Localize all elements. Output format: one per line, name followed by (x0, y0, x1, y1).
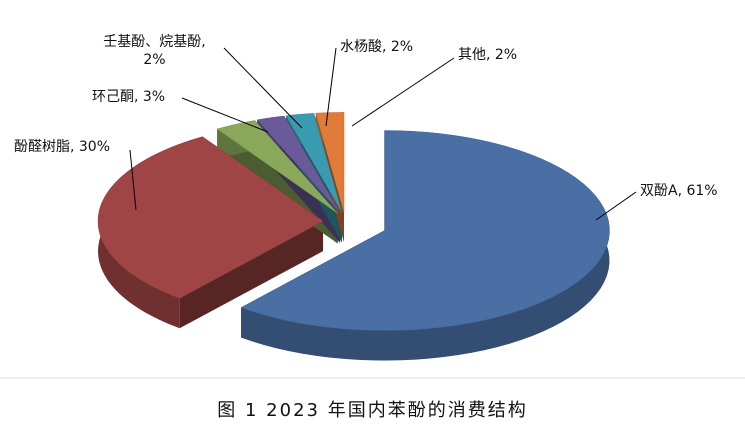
data-label: 水杨酸, 2% (340, 39, 414, 55)
chart-title: 图 1 2023 年国内苯酚的消费结构 (217, 400, 528, 421)
leader-line (223, 47, 303, 129)
data-label: 双酚A, 61% (640, 183, 718, 199)
leader-line (181, 97, 269, 133)
slice-side (241, 130, 610, 361)
data-label: 壬基酚、烷基酚, 2% (103, 34, 206, 68)
slice (240, 130, 610, 331)
data-label: 环己酮, 3% (92, 89, 166, 105)
slice (285, 113, 343, 213)
slice (97, 136, 324, 299)
slice (256, 115, 341, 214)
leader-line (325, 47, 337, 127)
data-label: 其他, 2% (458, 47, 518, 63)
slice (315, 112, 345, 213)
slice (216, 120, 338, 214)
leader-line (595, 191, 637, 221)
leader-line (129, 149, 137, 211)
data-label: 酚醛树脂, 30% (14, 139, 111, 155)
slice-wall (179, 221, 324, 329)
leader-line (351, 57, 455, 127)
